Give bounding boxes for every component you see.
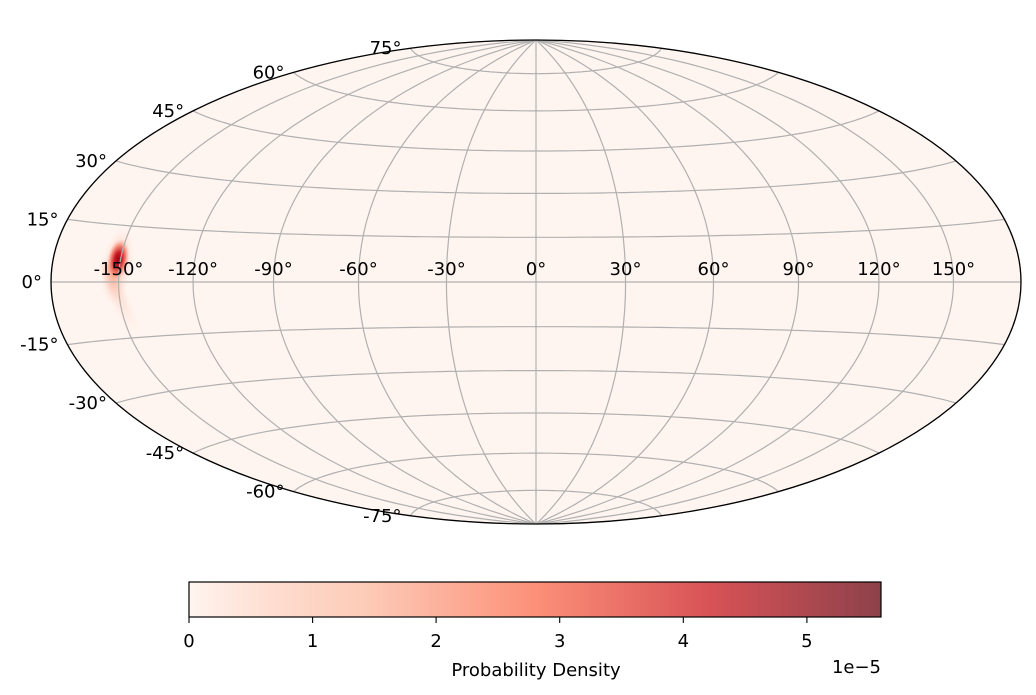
longitude-tick-label: -120° bbox=[168, 259, 218, 280]
longitude-tick-labels: -150° -120° -90° -60° -30° 0° 30° 60° 90° 120° 150… bbox=[94, 259, 976, 280]
parallel-line bbox=[409, 489, 663, 517]
colorbar-tick-label: 1 bbox=[307, 631, 318, 652]
parallel-line bbox=[67, 218, 1005, 238]
graticule bbox=[51, 40, 1021, 524]
latitude-tick-label: -15° bbox=[20, 335, 58, 356]
parallel-line bbox=[192, 412, 880, 454]
parallel-line bbox=[293, 452, 779, 493]
parallel-line bbox=[115, 160, 957, 194]
colorbar-tick-label: 0 bbox=[183, 631, 194, 652]
longitude-tick-label: 120° bbox=[857, 259, 900, 280]
colorbar-gradient bbox=[189, 582, 881, 617]
colorbar-label: Probability Density bbox=[451, 660, 621, 681]
parallel-line bbox=[67, 326, 1005, 346]
longitude-tick-label: 90° bbox=[783, 259, 815, 280]
colorbar-tick-label: 2 bbox=[430, 631, 441, 652]
longitude-tick-label: -30° bbox=[427, 259, 465, 280]
colorbar-frame bbox=[188, 581, 882, 618]
colorbar-tick-label: 3 bbox=[554, 631, 565, 652]
latitude-tick-label: 0° bbox=[22, 272, 42, 293]
latitude-tick-label: 45° bbox=[152, 101, 184, 122]
latitude-tick-label: -60° bbox=[246, 482, 284, 503]
map-outline bbox=[50, 39, 1022, 525]
colorbar-tick-label: 4 bbox=[678, 631, 689, 652]
longitude-tick-label: -90° bbox=[254, 259, 292, 280]
latitude-tick-label: 60° bbox=[253, 62, 285, 83]
latitude-tick-label: 15° bbox=[27, 209, 59, 230]
parallel-line bbox=[293, 71, 779, 112]
parallel-line bbox=[192, 110, 880, 152]
colorbar-tick-label: 5 bbox=[801, 631, 812, 652]
latitude-tick-label: 30° bbox=[75, 151, 107, 172]
longitude-tick-label: -150° bbox=[94, 259, 144, 280]
colorbar: 0 1 2 3 4 5 1e−5 Probability Density bbox=[183, 581, 882, 681]
parallel-line bbox=[115, 370, 957, 404]
longitude-tick-label: 30° bbox=[610, 259, 642, 280]
longitude-tick-label: 0° bbox=[526, 259, 546, 280]
latitude-tick-label: -75° bbox=[363, 506, 401, 527]
latitude-tick-labels: 75° 60° 45° 30° 15° 0° -15° -30° -45° -60° -75° bbox=[20, 38, 401, 527]
latitude-tick-label: 75° bbox=[370, 38, 402, 59]
parallel-line bbox=[409, 47, 663, 75]
density-peak bbox=[106, 238, 130, 281]
longitude-tick-label: 60° bbox=[698, 259, 730, 280]
latitude-tick-label: -45° bbox=[146, 443, 184, 464]
longitude-tick-label: -60° bbox=[339, 259, 377, 280]
colorbar-offset-text: 1e−5 bbox=[832, 657, 881, 678]
longitude-tick-label: 150° bbox=[932, 259, 975, 280]
colorbar-ticks: 0 1 2 3 4 5 bbox=[183, 617, 813, 652]
latitude-tick-label: -30° bbox=[69, 393, 107, 414]
